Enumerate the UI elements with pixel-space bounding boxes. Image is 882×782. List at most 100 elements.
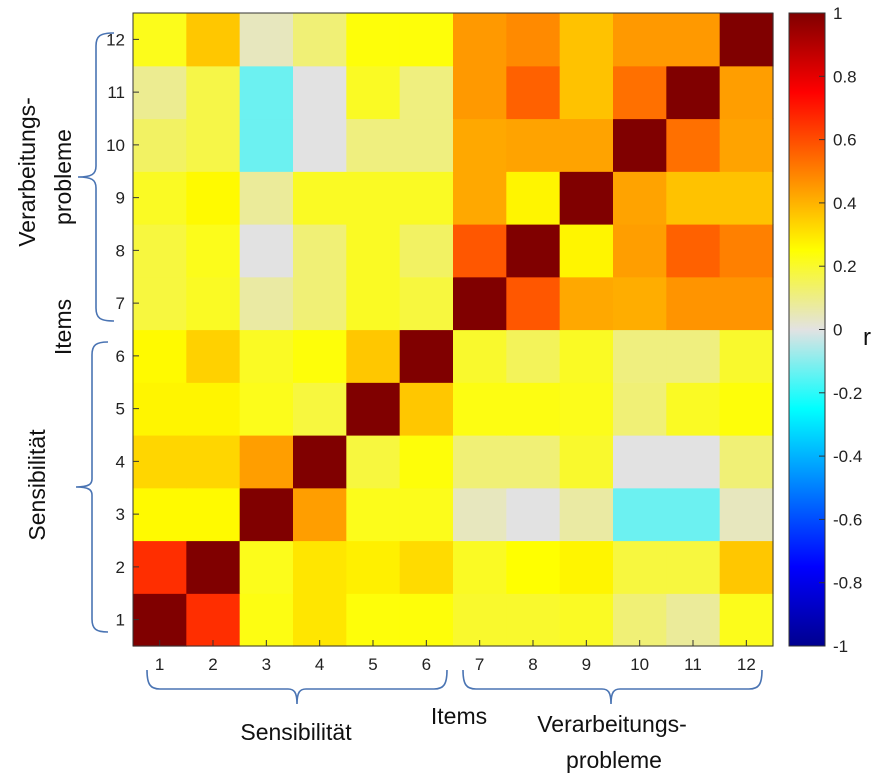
heatmap-cell (239, 224, 294, 278)
heatmap-cell (559, 382, 614, 436)
heatmap-cell (293, 118, 347, 172)
x-group-label-verarbeitung-line2: probleme (566, 747, 662, 773)
heatmap-cell (666, 171, 721, 225)
heatmap-cell (666, 276, 721, 331)
y-tick-label: 7 (116, 294, 125, 313)
heatmap-cell (399, 224, 454, 278)
x-tick-label: 1 (155, 655, 164, 674)
heatmap-cell (133, 382, 187, 436)
heatmap-cell (346, 540, 401, 594)
heatmap-cell (239, 65, 294, 120)
heatmap-cell (666, 382, 721, 436)
heatmap-cell (133, 224, 187, 278)
heatmap-cell (399, 593, 454, 647)
y-bracket-sensibilitaet (75, 341, 109, 633)
heatmap-cell (506, 487, 561, 542)
colorbar-tick-label: 0.6 (833, 131, 857, 150)
heatmap-cell (186, 593, 241, 647)
heatmap-cell (239, 382, 294, 436)
heatmap-cell (506, 382, 561, 436)
heatmap-cell (506, 118, 561, 172)
heatmap-cell (293, 382, 347, 436)
plot-frame (132, 12, 774, 647)
heatmap-cell (399, 171, 454, 225)
heatmap-cell (506, 276, 561, 331)
heatmap-cell (666, 540, 721, 594)
heatmap-cell (239, 435, 294, 489)
heatmap-cell (293, 329, 347, 383)
heatmap-cell (133, 13, 187, 67)
heatmap-cell (559, 65, 614, 120)
x-axis-ticks: 1 2 3 4 5 6 7 8 9 10 11 12 (155, 640, 756, 674)
heatmap-cell (239, 171, 294, 225)
heatmap-cell (559, 435, 614, 489)
heatmap-cell (613, 118, 667, 172)
colorbar-ticks: -1 -0.8 -0.6 -0.4 -0.2 0 0.2 0.4 0.6 0.8 1 (819, 4, 862, 656)
heatmap-cell (399, 540, 454, 594)
x-tick-label: 8 (528, 655, 537, 674)
colorbar-tick-label: -0.2 (833, 384, 862, 403)
heatmap-cell (613, 329, 667, 383)
heatmap-cell (186, 540, 241, 594)
heatmap-cell (293, 540, 347, 594)
x-group-label-verarbeitung: Verarbeitungs- (537, 711, 687, 737)
heatmap-cell (399, 487, 454, 542)
heatmap-cell (346, 593, 401, 647)
heatmap-cell (666, 13, 721, 67)
heatmap-cell (133, 593, 187, 647)
colorbar-tick-label: 0.2 (833, 257, 857, 276)
heatmap-cell (133, 487, 187, 542)
heatmap-cell (666, 65, 721, 120)
heatmap-cell (346, 329, 401, 383)
heatmap-cell (613, 65, 667, 120)
heatmap-cell (613, 171, 667, 225)
heatmap-cell (399, 276, 454, 331)
heatmap-cell (719, 329, 774, 383)
x-group-title-items: Items (431, 703, 487, 729)
heatmap-cell (506, 171, 561, 225)
colorbar-tick-label: 0.4 (833, 194, 857, 213)
heatmap-cell (506, 13, 561, 67)
heatmap-cell (719, 276, 774, 331)
heatmap-cell (399, 13, 454, 67)
heatmap-cell (559, 276, 614, 331)
colorbar-tick-label: 0.8 (833, 67, 857, 86)
heatmap-cell (346, 382, 401, 436)
heatmap-cell (346, 487, 401, 542)
y-bracket-verarbeitung (77, 32, 115, 322)
heatmap-cell (506, 224, 561, 278)
heatmap-cell (719, 118, 774, 172)
heatmap-cell (719, 435, 774, 489)
heatmap-cell (453, 593, 507, 647)
heatmap-cell (453, 13, 507, 67)
heatmap-cell (293, 224, 347, 278)
heatmap-cell (133, 65, 187, 120)
heatmap-cell (133, 118, 187, 172)
x-tick-label: 4 (315, 655, 324, 674)
x-tick-label: 3 (262, 655, 271, 674)
colorbar-tick-label: -0.6 (833, 510, 862, 529)
x-bracket-verarbeitung (462, 669, 763, 705)
heatmap-cell (453, 276, 507, 331)
heatmap-cell (559, 224, 614, 278)
heatmap-cell (346, 13, 401, 67)
heatmap-cell (666, 487, 721, 542)
heatmap-cell (399, 329, 454, 383)
heatmap-cell (239, 276, 294, 331)
heatmap-cell (186, 13, 241, 67)
x-tick-label: 12 (737, 655, 756, 674)
heatmap-cell (293, 13, 347, 67)
heatmap-cell (293, 435, 347, 489)
heatmap-cell (453, 487, 507, 542)
y-group-label-sensibilitaet: Sensibilität (24, 429, 50, 541)
heatmap-cell (186, 171, 241, 225)
heatmap-cell (133, 329, 187, 383)
heatmap-cell (239, 593, 294, 647)
heatmap-cell (186, 435, 241, 489)
x-tick-label: 10 (630, 655, 649, 674)
heatmap-cell (666, 224, 721, 278)
heatmap-cell (399, 435, 454, 489)
x-tick-label: 5 (368, 655, 377, 674)
heatmap-cell (399, 65, 454, 120)
